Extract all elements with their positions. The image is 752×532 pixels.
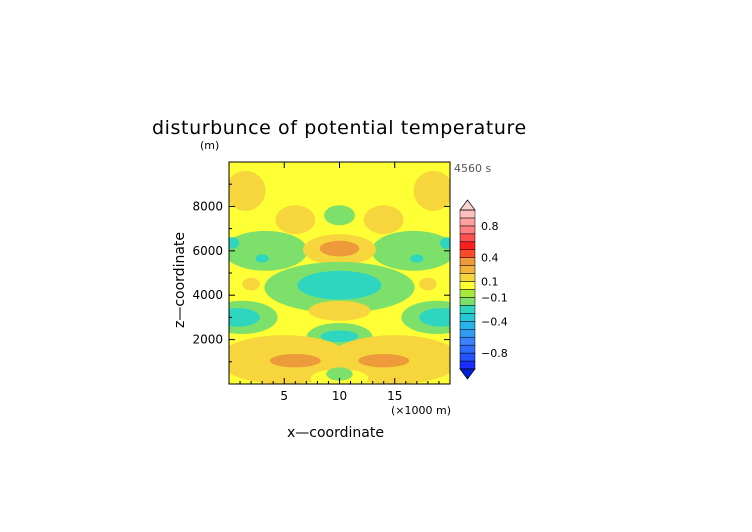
contour-region-19 bbox=[229, 308, 260, 327]
colorbar-band-19 bbox=[459, 209, 476, 219]
contour-region-8 bbox=[319, 240, 360, 257]
colorbar-band-8 bbox=[459, 297, 476, 306]
contour-fill-layer bbox=[229, 162, 450, 384]
colorbar-band-2 bbox=[459, 344, 476, 354]
colorbar-band-13 bbox=[459, 257, 476, 266]
x-axis-unit: (×1000 m) bbox=[391, 404, 451, 417]
contour-region-5 bbox=[229, 230, 308, 271]
contour-region-23 bbox=[320, 330, 359, 343]
contour-region-15 bbox=[242, 277, 260, 291]
colorbar-band-17 bbox=[459, 225, 476, 235]
x-tick-label-0: 5 bbox=[280, 389, 288, 403]
colorbar-band-10 bbox=[459, 281, 476, 290]
colorbar-band-6 bbox=[459, 313, 476, 322]
chart-title: disturbunce of potential temperature bbox=[152, 117, 527, 139]
contour-region-14 bbox=[297, 270, 382, 300]
colorbar-band-5 bbox=[459, 321, 476, 330]
contour-region-1 bbox=[413, 170, 450, 211]
colorbar-over-arrow bbox=[459, 199, 476, 211]
y-tick-label-1: 4000 bbox=[192, 288, 223, 302]
contour-region-21 bbox=[308, 300, 371, 321]
colorbar-label-0: 0.8 bbox=[481, 220, 499, 233]
contour-region-0 bbox=[229, 170, 266, 211]
colorbar-band-11 bbox=[459, 273, 476, 282]
colorbar-band-9 bbox=[459, 289, 476, 298]
colorbar-band-1 bbox=[459, 352, 476, 362]
y-tick-label-3: 8000 bbox=[192, 199, 223, 213]
colorbar-band-3 bbox=[459, 336, 476, 346]
colorbar: 0.8 0.4 0.1 −0.1 −0.4 −0.8 bbox=[459, 199, 508, 380]
contour-region-4 bbox=[324, 205, 355, 226]
x-tick-label-2: 15 bbox=[387, 389, 402, 403]
unit-label: (m) bbox=[200, 139, 219, 152]
y-axis-label: z—coordinate bbox=[172, 232, 188, 328]
contour-region-20 bbox=[419, 308, 450, 327]
colorbar-label-4: −0.4 bbox=[481, 315, 508, 328]
contour-region-26 bbox=[269, 354, 321, 368]
colorbar-band-7 bbox=[459, 305, 476, 314]
colorbar-band-16 bbox=[459, 233, 476, 243]
colorbar-under-arrow bbox=[459, 368, 476, 380]
time-label: 4560 s bbox=[454, 162, 491, 175]
contour-region-29 bbox=[326, 367, 353, 381]
colorbar-band-18 bbox=[459, 217, 476, 227]
y-tick-label-0: 2000 bbox=[192, 333, 223, 347]
plot-area bbox=[228, 161, 451, 385]
colorbar-band-15 bbox=[459, 241, 476, 251]
colorbar-band-4 bbox=[459, 329, 476, 338]
colorbar-label-2: 0.1 bbox=[481, 276, 499, 289]
colorbar-label-3: −0.1 bbox=[481, 291, 508, 304]
contour-region-2 bbox=[275, 205, 316, 235]
colorbar-band-12 bbox=[459, 265, 476, 274]
y-tick-label-2: 6000 bbox=[192, 244, 223, 258]
y-axis: 2000 4000 6000 8000 bbox=[192, 183, 450, 363]
contour-region-27 bbox=[358, 354, 410, 368]
x-axis-label: x—coordinate bbox=[287, 425, 384, 441]
x-axis: 5 10 15 bbox=[239, 162, 440, 403]
colorbar-label-1: 0.4 bbox=[481, 252, 499, 265]
contour-region-3 bbox=[363, 205, 404, 235]
contour-region-11 bbox=[255, 254, 269, 263]
contour-region-16 bbox=[419, 277, 437, 291]
contour-region-6 bbox=[371, 230, 450, 271]
contour-region-12 bbox=[410, 254, 424, 263]
colorbar-label-5: −0.8 bbox=[481, 347, 508, 360]
colorbar-band-14 bbox=[459, 249, 476, 258]
contour-region-9 bbox=[229, 237, 239, 249]
contour-region-10 bbox=[440, 237, 450, 249]
x-tick-label-1: 10 bbox=[332, 389, 347, 403]
colorbar-band-0 bbox=[459, 360, 476, 370]
